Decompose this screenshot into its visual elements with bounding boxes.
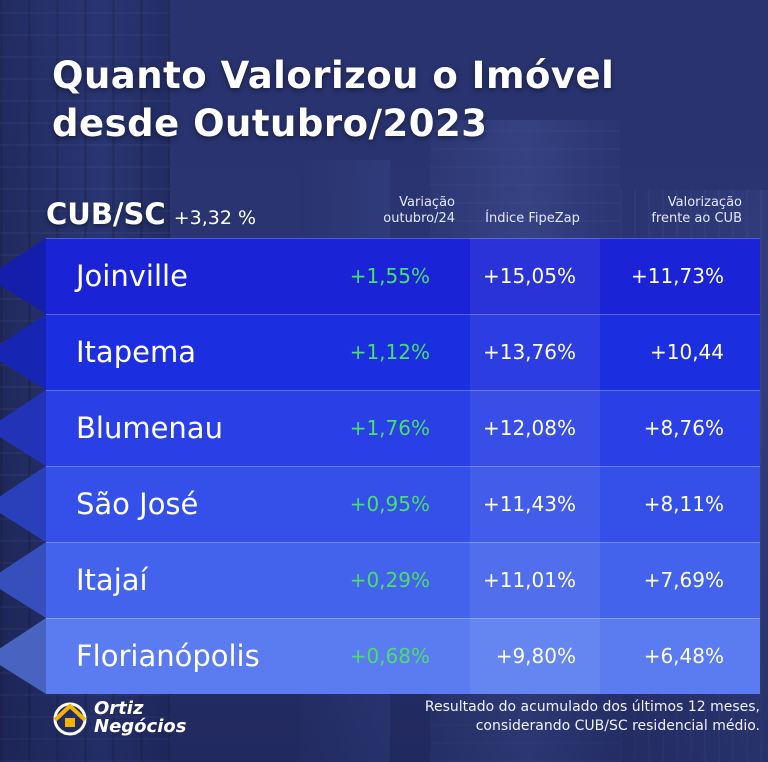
variacao-value: +0,95% [349, 492, 430, 516]
row-edge-shape [0, 618, 46, 694]
cub-value: +3,32 % [173, 207, 257, 229]
city-name: Joinville [76, 259, 188, 293]
brand-logo: Ortiz Negócios [52, 700, 186, 736]
footnote-line-1: Resultado do acumulado dos últimos 12 me… [424, 699, 760, 715]
fipezap-column-shade [470, 314, 600, 390]
valorizacao-value: +8,76% [643, 416, 724, 440]
city-name: Itajaí [76, 563, 148, 597]
valorizacao-value: +6,48% [643, 644, 724, 668]
fipezap-value: +15,05% [482, 264, 576, 288]
fipezap-column-shade [470, 238, 600, 314]
fipezap-value: +12,08% [482, 416, 576, 440]
cub-label: CUB/SC [46, 197, 166, 231]
header-fipezap-label: Índice FipeZap [485, 211, 580, 226]
table-row: Blumenau +1,76% +12,08% +8,76% [0, 390, 768, 466]
row-edge-shape [0, 466, 46, 542]
fipezap-value: +11,43% [482, 492, 576, 516]
row-band [46, 238, 760, 314]
table-row: Joinville +1,55% +15,05% +11,73% [0, 238, 768, 314]
cub-summary: CUB/SC +3,32 % [46, 197, 256, 231]
footnote: Resultado do acumulado dos últimos 12 me… [340, 698, 760, 736]
logo-text: Ortiz Negócios [94, 700, 186, 736]
table-row: Florianópolis +0,68% +9,80% +6,48% [0, 618, 768, 694]
header-valorizacao-line-1: Valorização [667, 195, 742, 210]
title-line-1: Quanto Valorizou o Imóvel [52, 54, 615, 97]
column-header-variacao: Variação outubro/24 [330, 195, 455, 227]
page-title: Quanto Valorizou o Imóvel desde Outubro/… [52, 52, 614, 148]
variacao-value: +1,12% [349, 340, 430, 364]
variacao-value: +1,55% [349, 264, 430, 288]
row-edge-shape [0, 238, 46, 314]
valorizacao-value: +11,73% [630, 264, 724, 288]
row-band [46, 390, 760, 466]
table-row: Itajaí +0,29% +11,01% +7,69% [0, 542, 768, 618]
fipezap-value: +13,76% [482, 340, 576, 364]
fipezap-column-shade [470, 542, 600, 618]
row-band [46, 314, 760, 390]
variacao-value: +0,29% [349, 568, 430, 592]
fipezap-column-shade [470, 466, 600, 542]
footnote-line-2: considerando CUB/SC residencial médio. [475, 718, 760, 734]
header-valorizacao-line-2: frente ao CUB [651, 211, 742, 226]
valorizacao-value: +7,69% [643, 568, 724, 592]
header-variacao-line-1: Variação [399, 195, 455, 210]
valorizacao-value: +8,11% [643, 492, 724, 516]
valorizacao-value: +10,44 [649, 340, 724, 364]
row-edge-shape [0, 542, 46, 618]
variacao-value: +1,76% [349, 416, 430, 440]
fipezap-column-shade [470, 390, 600, 466]
fipezap-value: +9,80% [495, 644, 576, 668]
row-band [46, 466, 760, 542]
logo-line-1: Ortiz [94, 698, 144, 719]
logo-line-2: Negócios [94, 716, 187, 737]
city-name: São José [76, 487, 199, 521]
title-line-2: desde Outubro/2023 [52, 102, 488, 145]
row-band [46, 618, 760, 694]
city-name: Blumenau [76, 411, 223, 445]
row-edge-shape [0, 390, 46, 466]
table-row: Itapema +1,12% +13,76% +10,44 [0, 314, 768, 390]
header-variacao-line-2: outubro/24 [383, 211, 455, 226]
fipezap-column-shade [470, 618, 600, 694]
house-logo-icon [53, 702, 87, 736]
column-header-valorizacao: Valorização frente ao CUB [600, 195, 742, 227]
column-header-fipezap: Índice FipeZap [470, 211, 595, 227]
city-name: Itapema [76, 335, 196, 369]
variacao-value: +0,68% [349, 644, 430, 668]
row-edge-shape [0, 314, 46, 390]
city-name: Florianópolis [76, 639, 260, 673]
table-row: São José +0,95% +11,43% +8,11% [0, 466, 768, 542]
fipezap-value: +11,01% [482, 568, 576, 592]
row-band [46, 542, 760, 618]
data-table: Joinville +1,55% +15,05% +11,73% Itapema +1,1… [0, 238, 768, 694]
